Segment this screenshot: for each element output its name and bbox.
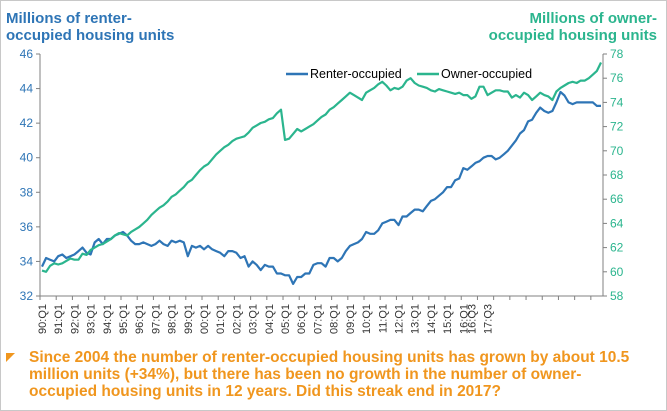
left-y-tick-label: 44 — [20, 82, 34, 96]
right-axis-title: Millions of owner- occupied housing unit… — [489, 10, 657, 44]
caption-bullet-icon — [6, 353, 15, 362]
x-tick-label: 95:Q1 — [118, 304, 130, 334]
x-tick-label: 98:Q1 — [167, 304, 179, 334]
x-tick-label: 02:Q1 — [231, 304, 243, 334]
chart-series — [41, 62, 602, 285]
x-tick-label: 92:Q1 — [69, 304, 81, 334]
chart-legend: Renter-occupied Owner-occupied — [286, 67, 532, 81]
right-y-tick-label: 72 — [610, 120, 624, 134]
x-tick-label: 10:Q1 — [361, 304, 373, 334]
x-tick-label: 90:Q1 — [37, 304, 49, 334]
right-y-tick-label: 60 — [610, 265, 624, 279]
legend-owner-label: Owner-occupied — [441, 67, 532, 81]
right-axis-title-line-2: occupied housing units — [488, 27, 657, 44]
right-y-tick-label: 74 — [610, 95, 624, 109]
right-y-tick-label: 64 — [610, 216, 624, 230]
line-chart: 32 34 36 38 40 42 44 46 58 60 62 64 66 68 70 72 74 76 78 90… — [20, 47, 624, 334]
x-tick-label: 15:Q1 — [442, 304, 454, 334]
x-tick-label: 17:Q3 — [483, 304, 495, 334]
x-tick-label: 01:Q1 — [215, 304, 227, 334]
right-y-tick-label: 78 — [610, 47, 624, 61]
left-y-tick-label: 40 — [20, 151, 34, 165]
x-tick-label: 06:Q1 — [296, 304, 308, 334]
x-tick-label: 97:Q1 — [150, 304, 162, 334]
left-axis-title: Millions of renter- occupied housing uni… — [6, 10, 174, 44]
left-y-tick-label: 36 — [20, 220, 34, 234]
caption-text: Since 2004 the number of renter-occupied… — [29, 349, 630, 400]
x-tick-label: 16:Q3 — [466, 304, 478, 334]
x-tick-label: 91:Q1 — [53, 304, 65, 334]
x-tick-label: 09:Q1 — [345, 304, 357, 334]
x-tick-label: 04:Q1 — [264, 304, 276, 334]
right-y-tick-label: 58 — [610, 289, 624, 303]
right-y-tick-label: 62 — [610, 241, 624, 255]
owner-occupied-line — [41, 62, 602, 273]
x-tick-label: 11:Q1 — [377, 304, 389, 333]
x-tick-label: 13:Q1 — [410, 304, 422, 334]
x-tick-label: 16:Q1 — [458, 304, 470, 334]
chart-axes: 32 34 36 38 40 42 44 46 58 60 62 64 66 68 70 72 74 76 78 90… — [20, 47, 624, 334]
left-y-tick-label: 42 — [20, 116, 34, 130]
left-y-tick-label: 32 — [20, 289, 34, 303]
right-y-tick-label: 68 — [610, 168, 624, 182]
x-tick-label: 99:Q1 — [183, 304, 195, 334]
renter-occupied-line — [41, 90, 601, 285]
x-tick-label: 12:Q1 — [393, 304, 405, 334]
left-y-tick-label: 38 — [20, 185, 34, 199]
right-axis-title-line-1: Millions of owner- — [529, 10, 658, 27]
x-tick-label: 94:Q1 — [102, 304, 114, 334]
right-y-tick-label: 76 — [610, 71, 624, 85]
x-tick-label: 14:Q1 — [426, 304, 438, 334]
right-y-tick-label: 66 — [610, 192, 624, 206]
x-tick-label: 96:Q1 — [134, 304, 146, 334]
left-axis-title-line-1: Millions of renter- — [6, 10, 132, 27]
x-tick-label: 05:Q1 — [280, 304, 292, 334]
right-y-tick-label: 70 — [610, 144, 624, 158]
x-tick-label: 03:Q1 — [248, 304, 260, 334]
legend-renter-label: Renter-occupied — [310, 67, 402, 81]
left-axis-title-line-2: occupied housing units — [6, 27, 175, 44]
left-y-tick-label: 34 — [20, 254, 34, 268]
x-tick-label: 08:Q1 — [329, 304, 341, 334]
x-tick-label: 93:Q1 — [86, 304, 98, 334]
x-tick-label: 00:Q1 — [199, 304, 211, 334]
x-tick-label: 07:Q1 — [312, 304, 324, 334]
left-y-tick-label: 46 — [20, 47, 34, 61]
